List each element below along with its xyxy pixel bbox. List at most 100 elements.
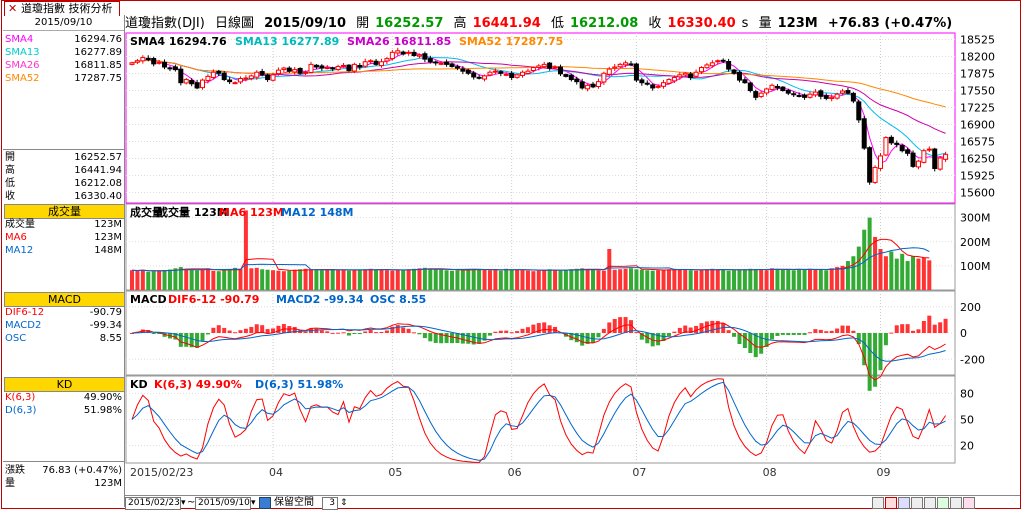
high-row-label: 高 <box>5 165 15 176</box>
candle-body <box>791 93 797 96</box>
candle-body <box>498 71 504 74</box>
candle-body <box>715 60 721 63</box>
candle-body <box>823 95 829 99</box>
start-date-field[interactable]: 2015/02/23 <box>125 497 181 510</box>
volume-bar <box>574 268 579 290</box>
osc-bar <box>525 327 530 333</box>
osc-bar <box>238 330 243 333</box>
zoom-out-icon[interactable] <box>872 497 884 509</box>
dif-row-value: -90.79 <box>89 307 122 318</box>
price-legend-item: SMA13 16277.89 <box>235 35 339 48</box>
candle-body <box>265 74 271 81</box>
candle-body <box>471 72 477 78</box>
candle-body <box>156 61 162 64</box>
volume-bar <box>569 269 574 290</box>
osc-bar <box>433 333 438 343</box>
volume-bar <box>525 270 530 290</box>
osc-bar <box>618 317 623 333</box>
kd-legend-item: KD <box>130 378 148 391</box>
osc-bar <box>260 325 265 333</box>
candle-body <box>899 145 905 152</box>
osc-bar <box>666 333 671 336</box>
vol-row-value: 123M <box>94 219 122 230</box>
vol-row: 成交量 123M <box>5 219 122 231</box>
candle-body <box>943 153 949 160</box>
dropdown-icon[interactable]: ▾ <box>181 498 186 508</box>
candle-body <box>932 148 938 169</box>
export-icon[interactable] <box>963 497 975 509</box>
volume-bar <box>173 268 178 290</box>
header-date: 2015/09/10 <box>264 16 346 31</box>
chart-area[interactable]: 2015/02/23 04 05 06 07 08 09 15600 15925 16250 165… <box>2 1 1020 495</box>
candle-body <box>834 93 840 99</box>
volume-bar <box>775 268 780 290</box>
volume-bar <box>656 270 661 290</box>
candle-body <box>731 69 737 74</box>
scroll-right-icon[interactable] <box>924 497 936 509</box>
osc-bar <box>216 325 221 333</box>
price-y-tick-label: 16900 <box>960 119 995 132</box>
price-legend-item: SMA26 16811.85 <box>347 35 451 48</box>
close-label: 收 <box>648 16 662 31</box>
osc-bar <box>932 324 937 333</box>
sma4-label: SMA4 <box>5 34 34 45</box>
volume-bar <box>487 270 492 290</box>
volume-bar <box>791 270 796 290</box>
osc-bar <box>249 326 254 333</box>
volume-bar <box>840 265 845 290</box>
osc-bar <box>379 331 384 333</box>
osc-bar <box>591 333 596 343</box>
draw-tool-icon[interactable] <box>898 497 910 509</box>
volume-bar <box>135 270 140 290</box>
d-row-label: D(6,3) <box>5 405 37 416</box>
dropdown-icon[interactable]: ▾ <box>251 498 256 508</box>
candle-body <box>530 67 536 72</box>
volume-bar <box>341 270 346 290</box>
volume-bar <box>189 269 194 290</box>
candle-body <box>595 81 601 88</box>
kd-y-tick-label: 80 <box>960 387 974 400</box>
volume-bar <box>130 270 134 290</box>
candle-body <box>926 148 932 151</box>
volume-bar <box>911 256 916 290</box>
volume-section-head[interactable]: 成交量 <box>4 204 125 219</box>
window-tab[interactable]: ✕ 道瓊指數 技術分析 <box>4 1 120 16</box>
price-panel-frame <box>125 32 956 204</box>
crosshair-icon[interactable] <box>885 497 897 509</box>
stepper-icon[interactable]: ⇕ <box>340 498 348 508</box>
keep-space-input[interactable]: 3 <box>322 497 338 510</box>
settings-icon[interactable] <box>937 497 949 509</box>
osc-bar <box>542 322 547 333</box>
scroll-left-icon[interactable] <box>911 497 923 509</box>
volume-bar <box>336 269 341 290</box>
volume-bar <box>482 269 487 290</box>
calendar-icon[interactable] <box>259 497 271 509</box>
candle-body <box>818 90 824 97</box>
candle-body <box>780 86 786 92</box>
d-line <box>131 381 946 461</box>
end-date-field[interactable]: 2015/09/10 <box>195 497 251 510</box>
volume-bar <box>455 270 460 290</box>
kd-section-head[interactable]: KD <box>4 377 125 392</box>
volume-bar <box>856 246 861 290</box>
candle-body <box>774 85 780 89</box>
close-icon[interactable]: ✕ <box>8 2 18 15</box>
candle-body <box>482 75 488 80</box>
volume-bar <box>862 229 867 290</box>
volume-bar <box>439 269 444 290</box>
vol-value: 123M <box>777 16 818 31</box>
candle-body <box>162 61 168 68</box>
candle-body <box>395 50 401 54</box>
volume-bar <box>195 270 200 290</box>
macd-section-head[interactable]: MACD <box>4 292 125 307</box>
osc-row-value: 8.55 <box>99 333 122 344</box>
dif-row: DIF6-12 -90.79 <box>5 307 122 319</box>
osc-bar <box>189 333 194 348</box>
osc-bar <box>130 333 134 334</box>
volume-bar <box>140 269 145 290</box>
candle-body <box>286 67 292 72</box>
volume-bar <box>417 268 422 290</box>
candle-body <box>661 82 667 87</box>
print-icon[interactable] <box>950 497 962 509</box>
volume-bar <box>395 270 400 290</box>
